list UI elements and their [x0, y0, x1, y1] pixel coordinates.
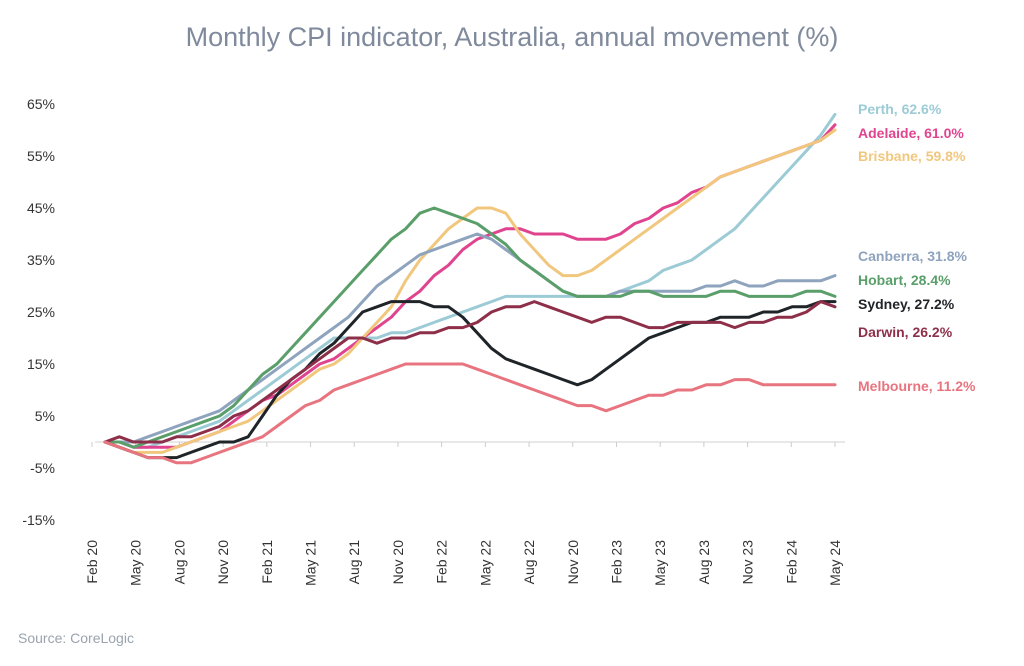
x-tick-label: Aug 20 [171, 540, 187, 585]
x-tick-label: May 21 [303, 540, 319, 586]
x-tick-label: Aug 21 [346, 540, 362, 585]
x-tick-label: Nov 20 [390, 540, 406, 585]
y-tick-label: 65% [27, 96, 55, 112]
x-tick-label: May 24 [827, 540, 843, 586]
series-line-canberra [103, 232, 837, 444]
series-lines [103, 112, 837, 465]
series-label-brisbane: Brisbane, 59.8% [858, 148, 966, 164]
x-tick-label: Feb 20 [84, 540, 100, 584]
y-tick-label: -15% [22, 512, 55, 528]
x-tick-label: Feb 22 [434, 540, 450, 584]
x-axis-ticks: Feb 20 May 20 Aug 20 Nov 20 Feb 21 May 21 Aug … [84, 442, 843, 586]
x-tick-label: Nov 20 [565, 540, 581, 585]
series-label-perth: Perth, 62.6% [858, 101, 942, 117]
x-tick-label: Feb 23 [608, 540, 624, 584]
x-tick-label: May 23 [652, 540, 668, 586]
series-line-hobart [103, 206, 837, 449]
series-line-perth [103, 112, 837, 449]
x-tick-label: Aug 23 [696, 540, 712, 585]
series-line-brisbane [103, 128, 837, 454]
x-tick-label: May 22 [477, 540, 493, 586]
y-tick-label: 15% [27, 356, 55, 372]
x-tick-label: Feb 24 [783, 540, 799, 584]
chart-title: Monthly CPI indicator, Australia, annual… [185, 22, 839, 52]
series-label-adelaide: Adelaide, 61.0% [858, 125, 964, 141]
y-tick-label: 45% [27, 200, 55, 216]
series-label-canberra: Canberra, 31.8% [858, 248, 967, 264]
y-tick-label: 5% [35, 408, 55, 424]
series-end-labels: Perth, 62.6% Adelaide, 61.0% Brisbane, 59.… [858, 101, 976, 394]
y-axis-ticks: 65% 55% 45% 35% 25% 15% 5% -5% -15% [22, 96, 55, 528]
series-label-hobart: Hobart, 28.4% [858, 272, 951, 288]
x-tick-label: Feb 21 [259, 540, 275, 584]
y-tick-label: -5% [30, 460, 55, 476]
series-label-melbourne: Melbourne, 11.2% [858, 378, 976, 394]
x-tick-label: Nov 23 [740, 540, 756, 585]
x-tick-label: Aug 22 [521, 540, 537, 585]
x-tick-label: May 20 [128, 540, 144, 586]
y-tick-label: 25% [27, 304, 55, 320]
series-line-adelaide [103, 123, 837, 449]
source-note: Source: CoreLogic [18, 630, 134, 646]
y-tick-label: 35% [27, 252, 55, 268]
x-tick-label: Nov 20 [215, 540, 231, 585]
series-line-darwin [103, 300, 837, 444]
series-label-darwin: Darwin, 26.2% [858, 324, 953, 340]
y-tick-label: 55% [27, 148, 55, 164]
series-label-sydney: Sydney, 27.2% [858, 296, 955, 312]
series-line-melbourne [103, 362, 837, 465]
